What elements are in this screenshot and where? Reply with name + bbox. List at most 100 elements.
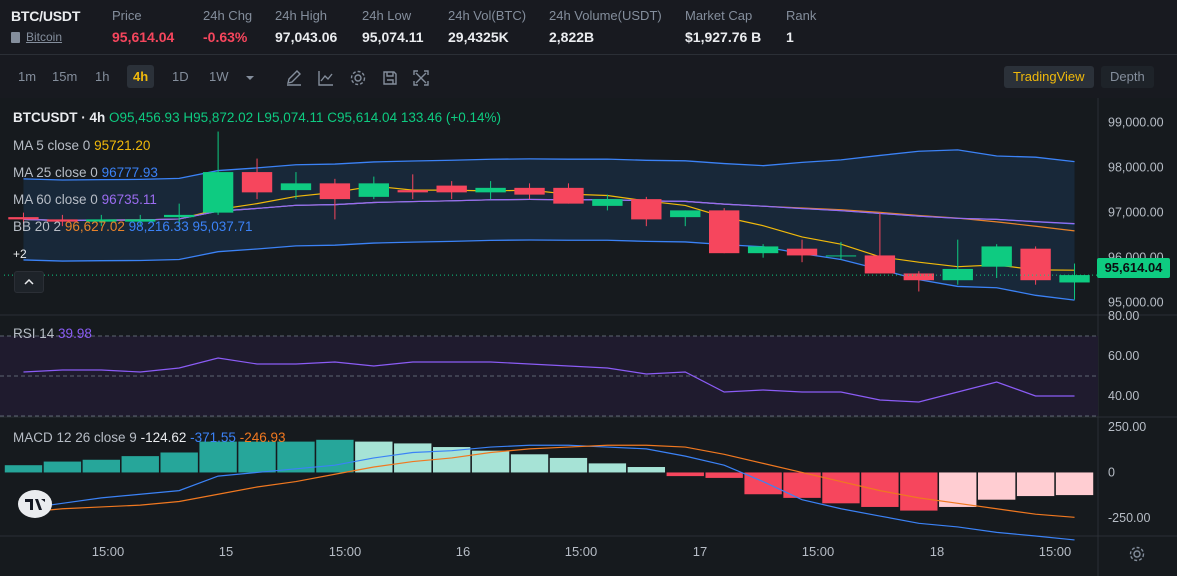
- pair-info[interactable]: BTC/USDT Bitcoin: [11, 8, 80, 44]
- stat-value: -0.63%: [203, 29, 248, 45]
- legend-low: L95,074.11: [256, 110, 324, 125]
- macd-tick-label: -250.00: [1108, 511, 1150, 525]
- candle-body: [86, 219, 117, 222]
- legend-high: H95,872.02: [183, 110, 254, 125]
- legend-ma25[interactable]: MA 25 close 0 96777.93: [13, 165, 158, 180]
- rsi-tick-label: 60.00: [1108, 349, 1139, 363]
- tradingview-logo-icon[interactable]: [18, 490, 52, 518]
- legend-open: O95,456.93: [109, 110, 180, 125]
- ma5-line: [23, 185, 1075, 271]
- stat-rank: Rank 1: [786, 8, 816, 45]
- stat-label: Rank: [786, 8, 817, 23]
- tradingview-button[interactable]: TradingView: [1004, 66, 1094, 88]
- pair-symbol[interactable]: BTC/USDT: [11, 8, 81, 24]
- stat-24h-change: 24h Chg -0.63%: [203, 8, 252, 45]
- price-axis[interactable]: 99,000.0098,000.0097,000.0096,000.0095,0…: [1108, 116, 1164, 525]
- candle-body: [864, 255, 896, 274]
- macd-signal-line: [23, 444, 1075, 518]
- candle-body: [47, 219, 78, 222]
- candle-body: [125, 219, 156, 222]
- chart-grid: [0, 98, 1177, 576]
- time-tick-label: 15:00: [1039, 544, 1072, 559]
- timeframe-1m[interactable]: 1m: [18, 69, 37, 84]
- legend-ma60[interactable]: MA 60 close 0 96735.11: [13, 192, 157, 207]
- gear-icon[interactable]: [349, 69, 367, 87]
- ma5-value: 95721.20: [94, 138, 151, 153]
- macd-label: MACD 12 26 close 9: [13, 430, 137, 445]
- legend-change: 133.46 (+0.14%): [400, 110, 502, 125]
- stat-value: 95,074.11: [362, 29, 424, 45]
- stat-value: 2,822B: [549, 29, 595, 45]
- macd-histogram-bar: [160, 452, 198, 473]
- candle-body: [747, 246, 779, 254]
- candle-body: [631, 199, 662, 220]
- document-icon: [11, 31, 20, 43]
- time-tick-label: 17: [693, 544, 707, 559]
- legend-bb[interactable]: BB 20 2 96,627.02 98,216.33 95,037.71: [13, 219, 253, 234]
- timeframe-1d[interactable]: 1D: [172, 69, 189, 84]
- bb-lower-line: [23, 239, 1075, 301]
- macd-histogram-bar: [900, 472, 938, 511]
- macd-tick-label: 0: [1108, 465, 1115, 479]
- pair-name-link[interactable]: Bitcoin: [11, 30, 80, 44]
- timeframe-4h[interactable]: 4h: [127, 65, 155, 88]
- price-tick-label: 98,000.00: [1108, 161, 1164, 175]
- coin-name[interactable]: Bitcoin: [26, 30, 63, 44]
- macd-signal-value: -246.93: [239, 430, 286, 445]
- time-tick-label: 15:00: [92, 544, 125, 559]
- tv-logo-glyph: [25, 499, 45, 510]
- collapse-legend-button[interactable]: [14, 271, 44, 293]
- macd-histogram-bar: [121, 456, 159, 473]
- chevron-up-icon: [24, 278, 34, 285]
- stat-24h-vol-btc: 24h Vol(BTC) 29,4325K: [448, 8, 526, 45]
- macd-histogram-bar: [4, 465, 43, 473]
- bb-label: BB 20 2: [13, 219, 62, 234]
- macd-line-value: -371.55: [190, 430, 236, 445]
- timeframe-1w[interactable]: 1W: [209, 69, 229, 84]
- candle-body: [903, 273, 935, 281]
- candle-body: [319, 183, 351, 200]
- candle-body: [592, 199, 623, 206]
- depth-button[interactable]: Depth: [1101, 66, 1154, 88]
- price-tick-label: 97,000.00: [1108, 206, 1164, 220]
- legend-rsi[interactable]: RSI 14 39.98: [13, 326, 92, 341]
- time-tick-label: 15:00: [329, 544, 362, 559]
- macd-histogram-bar: [471, 450, 510, 473]
- timeframe-15m[interactable]: 15m: [52, 69, 78, 84]
- fullscreen-icon[interactable]: [412, 69, 430, 87]
- save-icon[interactable]: [381, 69, 399, 87]
- macd-histogram-bar: [666, 472, 704, 477]
- line-chart-icon[interactable]: [317, 69, 335, 87]
- stat-value: 95,614.04: [112, 29, 175, 45]
- settings-gear-icon[interactable]: [1128, 545, 1146, 563]
- pencil-icon[interactable]: [285, 69, 303, 87]
- more-indicators-button[interactable]: +2: [13, 247, 27, 261]
- macd-hist-value: -124.62: [140, 430, 187, 445]
- legend-ma5[interactable]: MA 5 close 0 95721.20: [13, 138, 150, 153]
- ticker-header: BTC/USDT Bitcoin Price 95,614.04 24h Chg -…: [0, 0, 1177, 55]
- candle-body: [1020, 248, 1051, 281]
- stat-label: 24h Chg: [203, 8, 253, 23]
- macd-histogram-bar: [199, 441, 237, 473]
- ma25-label: MA 25 close 0: [13, 165, 98, 180]
- candle-body: [436, 185, 467, 193]
- candle-body: [553, 187, 584, 204]
- rsi-tick-label: 40.00: [1108, 389, 1139, 403]
- moving-averages: [23, 185, 1075, 271]
- price-tick-label: 95,000.00: [1108, 296, 1164, 310]
- macd-tick-label: 250.00: [1108, 420, 1146, 434]
- timeframe-1h[interactable]: 1h: [95, 69, 110, 84]
- candle-body: [942, 268, 973, 281]
- ma60-value: 96735.11: [101, 192, 157, 207]
- chevron-down-icon[interactable]: [241, 69, 259, 87]
- candlesticks: [4, 131, 1098, 300]
- macd-histogram-bar: [355, 441, 393, 473]
- macd-histogram-bar: [43, 461, 82, 473]
- stat-label: 24h Volume(USDT): [549, 8, 662, 23]
- stat-value: 29,4325K: [448, 29, 509, 45]
- stat-market-cap: Market Cap $1,927.76 B: [685, 8, 761, 45]
- legend-macd[interactable]: MACD 12 26 close 9 -124.62 -371.55 -246.…: [13, 430, 286, 445]
- price-chart[interactable]: 99,000.0098,000.0097,000.0096,000.0095,0…: [0, 98, 1177, 576]
- time-axis[interactable]: 15:00 15 15:00 16 15:00 17 15:00 18 15:00: [92, 544, 1072, 559]
- candle-body: [241, 172, 273, 193]
